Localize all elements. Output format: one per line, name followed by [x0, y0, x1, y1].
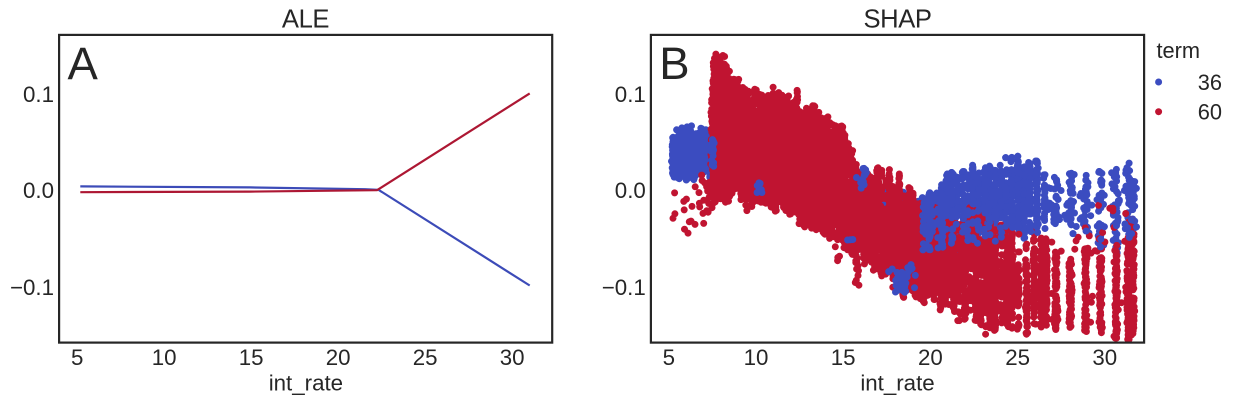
svg-text:5: 5	[71, 345, 83, 370]
svg-text:15: 15	[239, 345, 264, 370]
svg-text:10: 10	[744, 345, 769, 370]
svg-text:SHAP: SHAP	[863, 6, 931, 34]
svg-text:10: 10	[152, 345, 177, 370]
svg-text:int_rate: int_rate	[860, 370, 934, 395]
svg-text:−0.1: −0.1	[10, 275, 54, 300]
svg-text:0.1: 0.1	[23, 82, 54, 107]
svg-text:B: B	[659, 38, 689, 89]
svg-text:30: 30	[500, 345, 525, 370]
svg-text:A: A	[68, 38, 99, 89]
svg-text:5: 5	[663, 345, 675, 370]
svg-text:int_rate: int_rate	[269, 370, 343, 395]
svg-text:25: 25	[1005, 345, 1030, 370]
svg-text:0.1: 0.1	[615, 82, 646, 107]
svg-text:30: 30	[1092, 345, 1117, 370]
svg-text:ALE: ALE	[282, 6, 329, 34]
svg-text:20: 20	[326, 345, 351, 370]
svg-text:0.0: 0.0	[615, 178, 646, 203]
svg-text:60: 60	[1198, 100, 1222, 125]
svg-text:0.0: 0.0	[23, 178, 54, 203]
svg-text:36: 36	[1198, 70, 1222, 95]
svg-text:20: 20	[918, 345, 943, 370]
svg-text:15: 15	[831, 345, 856, 370]
svg-text:−0.1: −0.1	[602, 275, 646, 300]
svg-text:25: 25	[413, 345, 438, 370]
svg-text:term: term	[1157, 38, 1201, 63]
